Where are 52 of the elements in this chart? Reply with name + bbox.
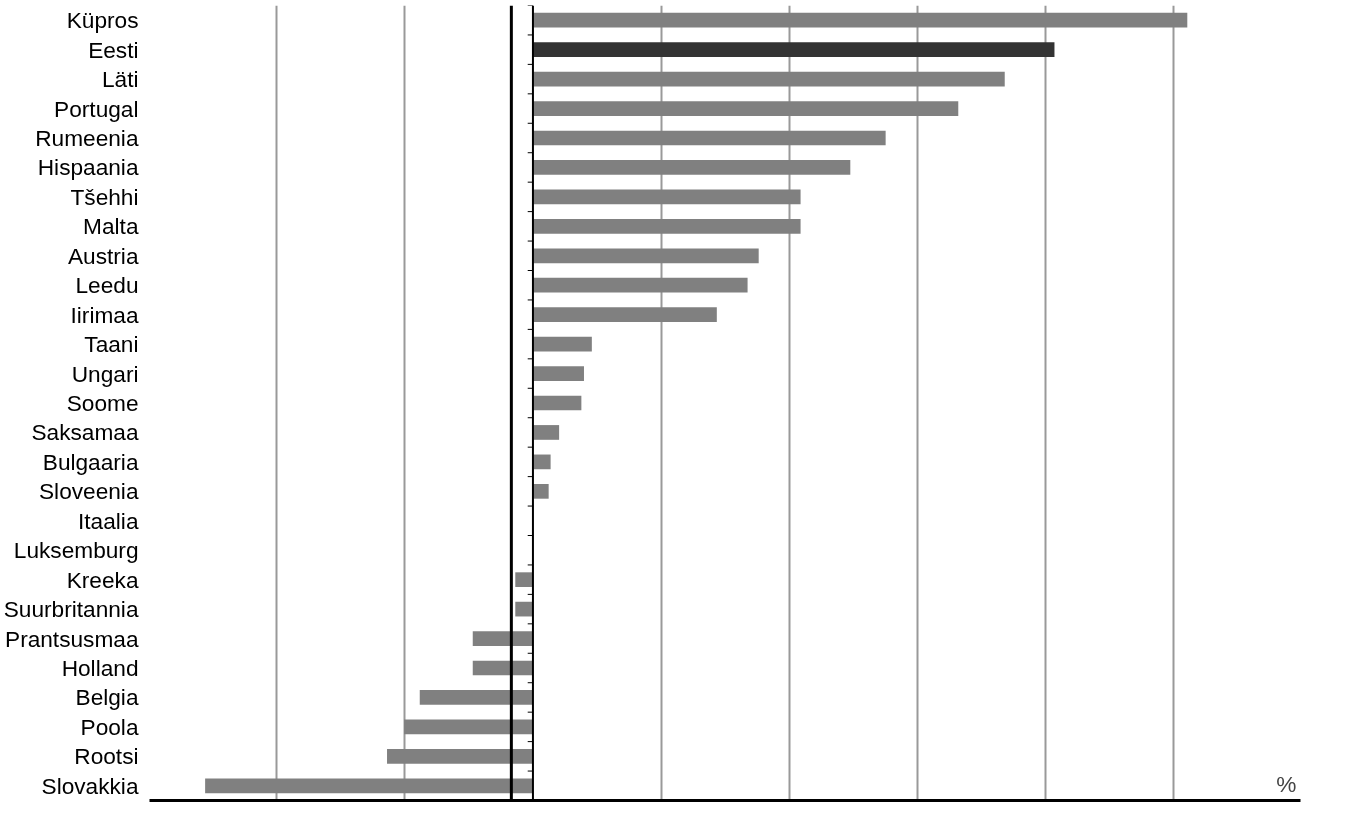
bar (532, 336, 592, 352)
y-tick-label: Rootsi (74, 743, 139, 770)
bar (515, 572, 533, 588)
bar (515, 601, 533, 617)
bar (532, 160, 851, 175)
bar (532, 425, 560, 440)
bar (419, 690, 533, 705)
bar (532, 101, 959, 116)
y-tick-label: Sloveenia (38, 478, 139, 505)
y-tick-label: Luksemburg (13, 537, 139, 564)
y-tick-label: Leedu (75, 272, 139, 299)
y-tick-label: Itaalia (78, 507, 139, 534)
bar (532, 130, 886, 146)
bar (532, 248, 759, 264)
bar (532, 71, 1005, 87)
bar (532, 277, 748, 293)
y-tick-label: Suurbritannia (3, 596, 139, 623)
bar (532, 395, 582, 411)
bar (532, 483, 549, 499)
bar (532, 42, 1055, 58)
y-tick-label: Saksamaa (31, 419, 139, 446)
y-tick-label: Tšehhi (70, 183, 139, 210)
bar (205, 778, 533, 794)
bar (532, 307, 717, 323)
y-tick-label: Kreeka (66, 566, 139, 593)
y-tick-label: Portugal (54, 95, 139, 122)
bar (532, 218, 801, 234)
y-tick-label: Soome (66, 390, 139, 416)
bar (532, 454, 551, 470)
y-tick-label: Austria (67, 242, 139, 269)
y-tick-label: Slovakkia (41, 772, 139, 799)
y-tick-label: Belgia (75, 684, 139, 711)
y-tick-label: Prantsusmaa (5, 625, 139, 652)
y-tick-label: Rumeenia (35, 125, 139, 151)
bar (532, 12, 1188, 28)
bar (472, 631, 533, 646)
x-axis-title: % (1276, 770, 1297, 797)
bar (404, 719, 533, 735)
bar (532, 366, 584, 381)
y-tick-label: Küpros (66, 7, 139, 34)
y-tick-label: Holland (61, 655, 139, 681)
y-tick-label: Ungari (71, 360, 139, 387)
y-tick-label: Bulgaaria (42, 448, 139, 475)
bar (387, 748, 533, 764)
y-tick-label: Malta (83, 213, 139, 240)
y-tick-label: Hispaania (37, 154, 139, 181)
y-tick-label: Iirimaa (70, 301, 139, 328)
y-tick-label: Taani (84, 331, 139, 358)
y-tick-label: Eesti (88, 36, 139, 63)
y-tick-label: Poola (80, 713, 139, 740)
bar (532, 189, 801, 205)
y-tick-label: Läti (101, 66, 139, 93)
